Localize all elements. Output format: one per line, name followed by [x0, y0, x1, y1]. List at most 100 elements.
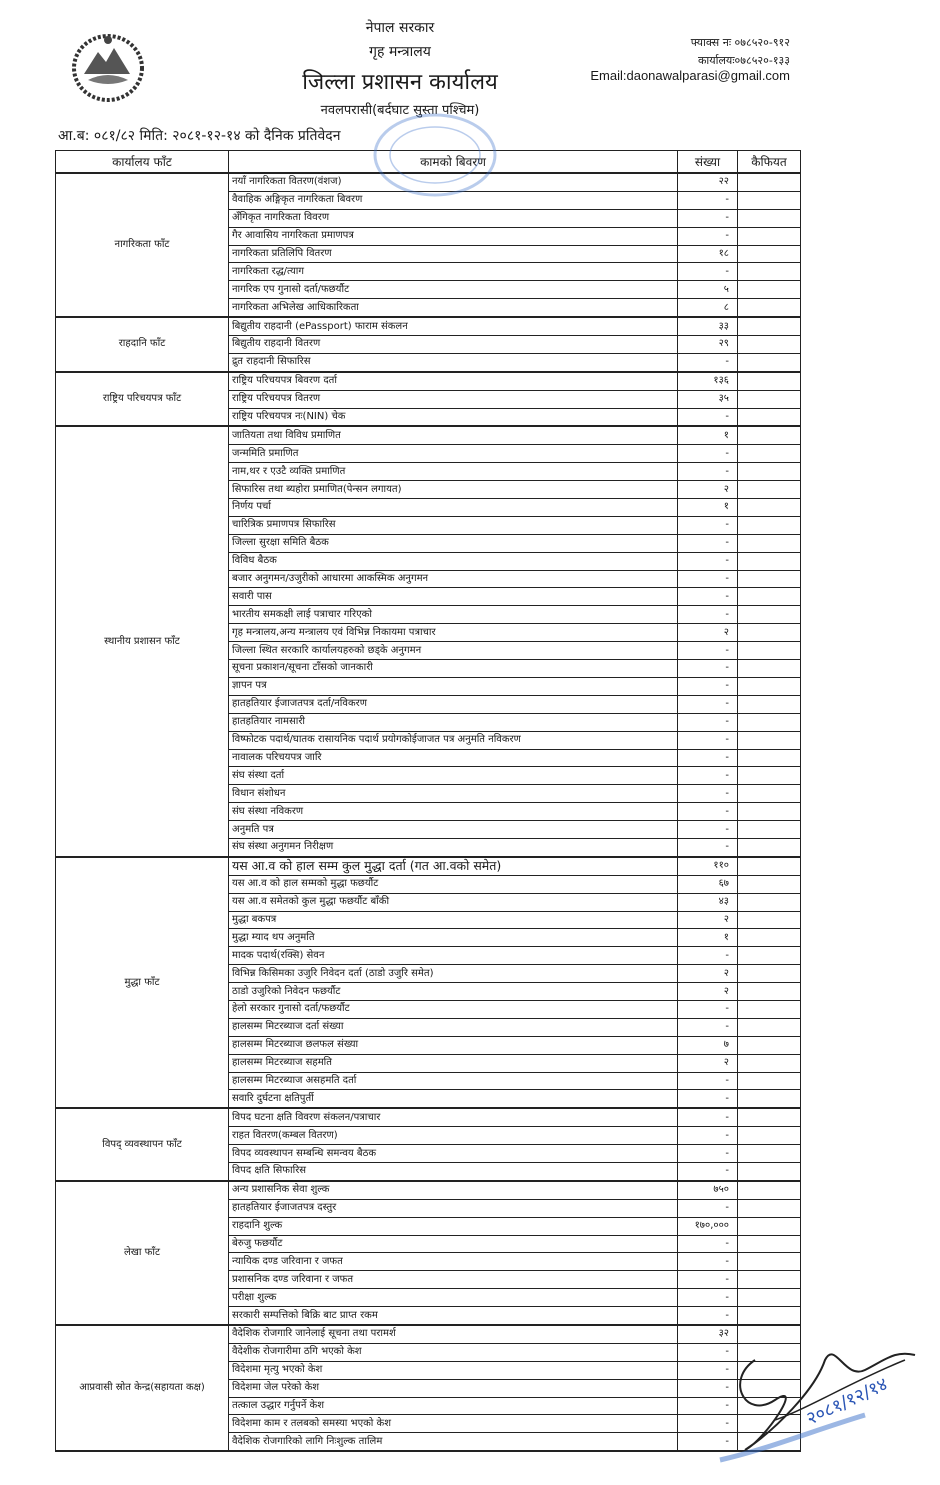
work-description: नागरिकता प्रतिलिपि वितरण [228, 244, 678, 264]
count-value: - [677, 1161, 738, 1182]
work-description: जिल्ला सुरक्षा समिति बैठक [228, 533, 678, 553]
count-value: - [677, 1126, 738, 1146]
count-value: - [677, 569, 738, 589]
table-row: राहदानि फाँट बिद्युतीय राहदानी (ePassport… [55, 316, 801, 373]
table-row: हातहतियार नामसारी - [56, 712, 801, 732]
work-description: प्रशासनिक दण्ड जरिवाना र जफत [228, 1270, 678, 1290]
remarks-cell [737, 1144, 801, 1163]
work-description: न्यायिक दण्ड जरिवाना र जफत [228, 1252, 678, 1272]
column-header-section: कार्यालय फाँट [55, 150, 229, 174]
count-value: १३६ [677, 371, 738, 391]
count-value: - [677, 837, 738, 858]
ministry-name: गृह मन्त्रालय [369, 44, 431, 60]
count-value: - [677, 190, 738, 210]
remarks-cell [737, 820, 801, 839]
count-value: - [677, 748, 738, 768]
work-description: संघ संस्था नविकरण [228, 802, 678, 822]
count-value: - [677, 444, 738, 464]
remarks-cell [737, 1234, 801, 1254]
table-row: सरकारी सम्पत्तिको बिक्रि बाट प्राप्त रकम… [56, 1306, 801, 1327]
table-row: सवारि दुर्घटना क्षतिपुर्ती - [56, 1089, 801, 1110]
table-row: राष्ट्रिय परिचयपत्र फाँट राष्ट्रिय परिचयप… [55, 371, 801, 428]
count-value: - [677, 1306, 738, 1327]
remarks-cell [737, 784, 801, 804]
remarks-cell [737, 964, 801, 984]
count-value: ५ [677, 280, 738, 300]
remarks-cell [737, 766, 801, 786]
remarks-cell [737, 712, 801, 732]
remarks-cell [737, 910, 801, 930]
work-description: यस आ.व को हाल सम्म कुल मुद्धा दर्ता (गत … [228, 856, 678, 876]
table-row: द्रुत राहदानी सिफारिस - [56, 352, 801, 373]
remarks-cell [737, 172, 801, 192]
work-description: यस आ.व समेतको कुल मुद्धा फछर्यौट बाँकी [228, 892, 678, 912]
count-value: ६७ [677, 874, 738, 894]
work-description: ठाडो उजुरिको निवेदन फछर्यौट [228, 982, 678, 1001]
work-description: हालसम्म मिटरब्याज छलफल संख्या [228, 1035, 678, 1055]
count-value: - [677, 551, 738, 571]
work-description: नावालक परिचयपत्र जारि [228, 748, 678, 768]
count-value: - [677, 820, 738, 839]
remarks-cell [737, 352, 801, 373]
remarks-cell [737, 1071, 801, 1091]
remarks-cell [737, 1017, 801, 1037]
remarks-cell [737, 1126, 801, 1146]
work-description: राहदानि शुल्क [228, 1216, 678, 1236]
work-description: यस आ.व को हाल सम्मको मुद्धा फछर्यौट [228, 874, 678, 894]
count-value: - [677, 1252, 738, 1272]
table-row: निर्णय पर्चा १ [56, 498, 801, 517]
section-name: आप्रवासी स्रोत केन्द्र(सहायता कक्ष) [55, 1324, 229, 1453]
remarks-cell [737, 874, 801, 894]
remarks-cell [737, 280, 801, 300]
remarks-cell [737, 480, 801, 500]
count-value: - [677, 659, 738, 678]
daily-report-table: कार्यालय फाँट कामको बिवरण संख्या कैफियत … [55, 150, 801, 1453]
count-value: १७०,००० [677, 1216, 738, 1236]
column-header-count: संख्या [677, 150, 738, 174]
work-description: नाम,थर र एउटै व्यक्ति प्रमाणित [228, 462, 678, 482]
remarks-cell [737, 748, 801, 768]
section-name: लेखा फाँट [55, 1180, 229, 1327]
work-description: अँगिकृत नागरिकता विवरण [228, 208, 678, 228]
table-header-row: कार्यालय फाँट कामको बिवरण संख्या कैफियत [55, 150, 801, 174]
remarks-cell [737, 226, 801, 246]
remarks-cell [737, 623, 801, 643]
count-value: १ [677, 425, 738, 446]
count-value: - [677, 352, 738, 373]
work-description: विदेशमा मृत्यु भएको केश [228, 1360, 678, 1380]
work-description: मुद्धा म्याद थप अनुमति [228, 928, 678, 948]
work-description: वैदेशिक रोजगारिको लागि निःशुल्क तालिम [228, 1432, 678, 1453]
count-value: - [677, 605, 738, 625]
work-description: विविध बैठक [228, 551, 678, 571]
table-row: हेलो सरकार गुनासो दर्ता/फछर्यौट - [56, 999, 801, 1019]
work-description: अन्य प्रशासनिक सेवा शुल्क [228, 1180, 678, 1200]
remarks-cell [737, 928, 801, 948]
count-value: १८ [677, 244, 738, 264]
table-row: विभिन्न किसिमका उजुरि निवेदन दर्ता (ठाडो… [56, 964, 801, 984]
table-row: वैदेशिक रोजगारिको लागि निःशुल्क तालिम - [56, 1432, 801, 1453]
table-row: नागरिकता अभिलेख आधिकारिकता ८ [56, 298, 801, 319]
office-phone: कार्यालयः०७८५२०-१३३ [697, 54, 790, 67]
remarks-cell [737, 605, 801, 625]
count-value: २ [677, 910, 738, 930]
count-value: - [677, 676, 738, 696]
work-description: हातहतियार ईजाजतपत्र दर्ता/नविकरण [228, 694, 678, 714]
work-description: सूचना प्रकाशन/सूचना टाँसको जानकारी [228, 659, 678, 678]
table-row: चारित्रिक प्रमाणपत्र सिफारिस - [56, 515, 801, 535]
count-value: - [677, 730, 738, 750]
table-row: विदेशमा मृत्यु भएको केश - [56, 1360, 801, 1380]
count-value: २ [677, 982, 738, 1001]
work-description: बजार अनुगमन/उजुरीको आधारमा आकस्मिक अनुगम… [228, 569, 678, 589]
remarks-cell [737, 1270, 801, 1290]
count-value: - [677, 1017, 738, 1037]
remarks-cell [737, 1252, 801, 1272]
remarks-cell [737, 587, 801, 607]
count-value: - [677, 587, 738, 607]
work-description: जातियता तथा विविध प्रमाणित [228, 425, 678, 446]
remarks-cell [737, 262, 801, 282]
work-description: अनुमति पत्र [228, 820, 678, 839]
section-name: स्थानीय प्रशासन फाँट [55, 425, 229, 858]
remarks-cell [737, 856, 801, 876]
count-value: ३२ [677, 1324, 738, 1344]
work-description: राष्ट्रिय परिचयपत्र नः(NIN) चेक [228, 407, 678, 428]
